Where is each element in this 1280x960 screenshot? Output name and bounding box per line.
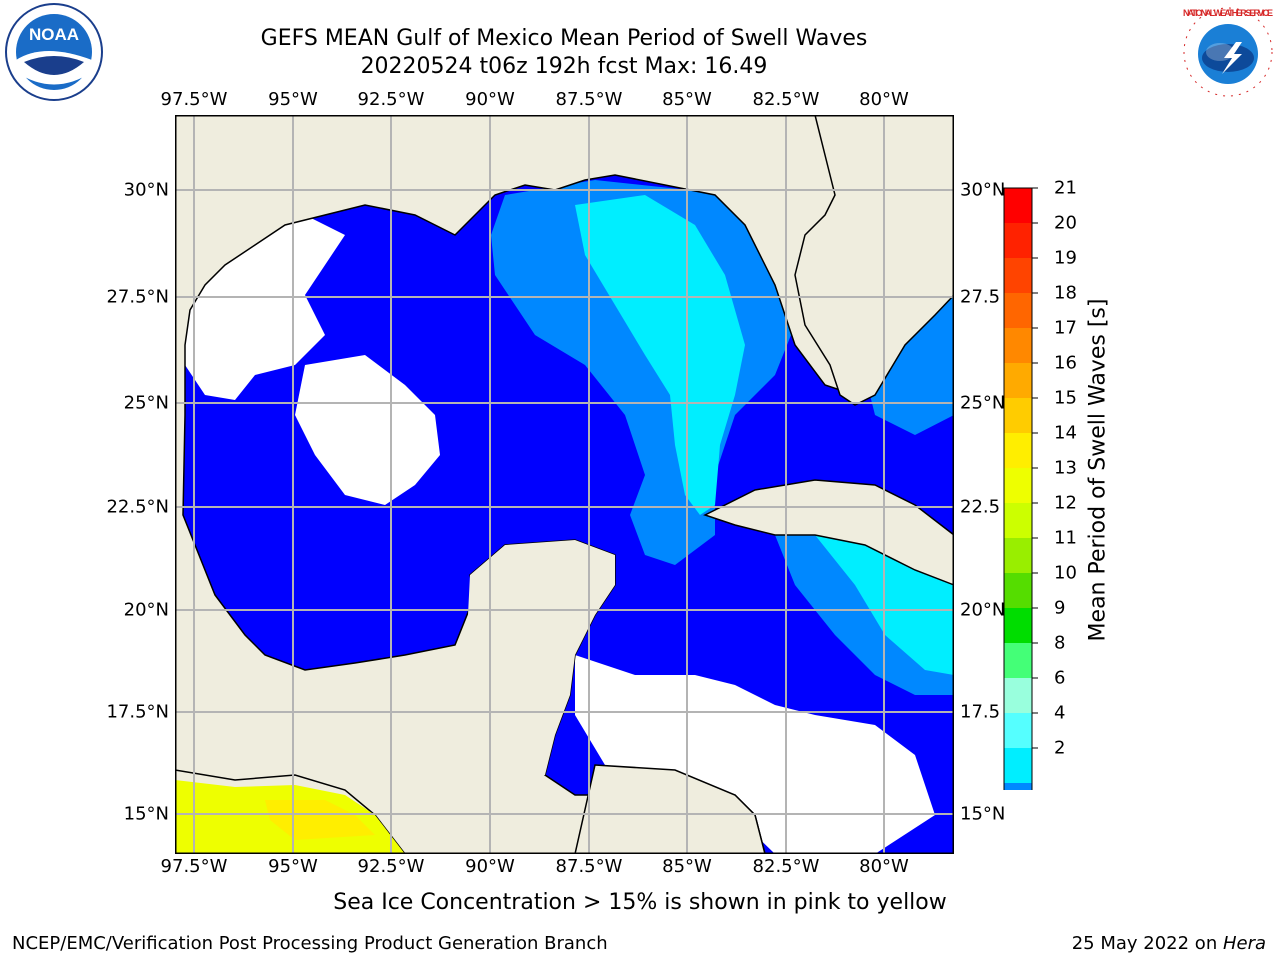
swell-zone-high	[575, 195, 745, 515]
lat-label-left: 22.5°N	[106, 496, 169, 518]
colorbar-segment	[1004, 398, 1032, 433]
footer-credit: NCEP/EMC/Verification Post Processing Pr…	[12, 933, 608, 954]
lat-label-left: 17.5°N	[106, 701, 169, 723]
lat-label-left: 15°N	[123, 803, 169, 825]
lat-label-right: 20°N	[960, 599, 1006, 621]
colorbar-segment	[1004, 468, 1032, 503]
colorbar-segment	[1004, 783, 1032, 790]
lat-label-left: 20°N	[123, 599, 169, 621]
lon-label-top: 87.5°W	[555, 89, 623, 110]
nws-logo-text: NATIONAL WEATHER SERVICE	[1183, 8, 1273, 18]
colorbar-tick-label: 6	[1054, 667, 1066, 689]
colorbar-segment	[1004, 573, 1032, 608]
sea-ice-note: Sea Ice Concentration > 15% is shown in …	[333, 890, 947, 915]
colorbar-segment	[1004, 538, 1032, 573]
colorbar-segment	[1004, 608, 1032, 643]
colorbar-segment	[1004, 503, 1032, 538]
lon-label-top: 97.5°W	[160, 89, 228, 110]
colorbar-segment	[1004, 713, 1032, 748]
footer-date: 25 May 2022 on Hera	[1072, 933, 1266, 954]
lat-label-left: 27.5°N	[106, 286, 169, 308]
colorbar	[1003, 187, 1038, 790]
lon-label-top: 95°W	[268, 89, 318, 110]
lon-label-bottom: 85°W	[662, 856, 712, 877]
colorbar-tick-label: 16	[1054, 352, 1077, 374]
graticule	[175, 115, 954, 854]
lat-label-left: 30°N	[123, 179, 169, 201]
lon-label-bottom: 90°W	[465, 856, 515, 877]
colorbar-segment	[1004, 188, 1032, 223]
lon-label-top: 90°W	[465, 89, 515, 110]
lon-label-bottom: 92.5°W	[357, 856, 425, 877]
footer-host: Hera	[1222, 933, 1266, 954]
colorbar-segment	[1004, 258, 1032, 293]
colorbar-tick-label: 12	[1054, 492, 1077, 514]
colorbar-tick-label: 10	[1054, 562, 1077, 584]
colorbar-segment	[1004, 293, 1032, 328]
lon-label-bottom: 80°W	[859, 856, 909, 877]
lat-label-right: 17.5	[960, 701, 1001, 723]
colorbar-segment	[1004, 223, 1032, 258]
lat-label-right: 15°N	[960, 803, 1006, 825]
land-florida	[794, 115, 954, 406]
map-subtitle: 20220524 t06z 192h fcst Max: 16.49	[360, 54, 768, 79]
colorbar-label: Mean Period of Swell Waves [s]	[1085, 298, 1111, 642]
colorbar-tick-label: 21	[1054, 177, 1077, 199]
colorbar-tick-label: 18	[1054, 282, 1077, 304]
colorbar-tick-label: 13	[1054, 457, 1077, 479]
noaa-logo-text: NOAA	[29, 25, 79, 44]
lon-label-bottom: 97.5°W	[160, 856, 228, 877]
colorbar-tick-label: 2	[1054, 737, 1066, 759]
lat-label-right: 27.5	[960, 286, 1001, 308]
footer-date-text: 25 May 2022 on	[1071, 933, 1223, 954]
lon-label-bottom: 95°W	[268, 856, 318, 877]
map-frame	[175, 115, 954, 854]
lat-label-right: 25°N	[960, 392, 1006, 414]
colorbar-tick-label: 19	[1054, 247, 1077, 269]
colorbar-tick-label: 14	[1054, 422, 1077, 444]
colorbar-tick-label: 11	[1054, 527, 1077, 549]
lon-label-top: 80°W	[859, 89, 909, 110]
colorbar-segment	[1004, 678, 1032, 713]
colorbar-segment	[1004, 748, 1032, 783]
lat-label-left: 25°N	[123, 392, 169, 414]
colorbar-segment	[1004, 363, 1032, 398]
colorbar-segment	[1004, 328, 1032, 363]
gulf-map	[175, 115, 954, 854]
lat-label-right: 30°N	[960, 179, 1006, 201]
lon-label-bottom: 87.5°W	[555, 856, 623, 877]
colorbar-tick-label: 17	[1054, 317, 1077, 339]
colorbar-tick-label: 4	[1054, 702, 1066, 724]
nws-logo: NATIONAL WEATHER SERVICE	[1181, 5, 1275, 99]
colorbar-tick-label: 9	[1054, 597, 1066, 619]
colorbar-segment	[1004, 433, 1032, 468]
nodata-central	[295, 355, 440, 505]
lon-label-bottom: 82.5°W	[752, 856, 820, 877]
colorbar-segment	[1004, 643, 1032, 678]
map-title: GEFS MEAN Gulf of Mexico Mean Period of …	[260, 26, 868, 51]
land-yucatan-fill	[465, 540, 615, 775]
colorbar-tick-label: 8	[1054, 632, 1066, 654]
lon-label-top: 92.5°W	[357, 89, 425, 110]
lon-label-top: 85°W	[662, 89, 712, 110]
lon-label-top: 82.5°W	[752, 89, 820, 110]
nodata-caribbean	[575, 655, 935, 854]
noaa-logo: NOAA	[5, 3, 103, 101]
colorbar-tick-label: 15	[1054, 387, 1077, 409]
colorbar-tick-label: 20	[1054, 212, 1077, 234]
lat-label-right: 22.5	[960, 496, 1001, 518]
